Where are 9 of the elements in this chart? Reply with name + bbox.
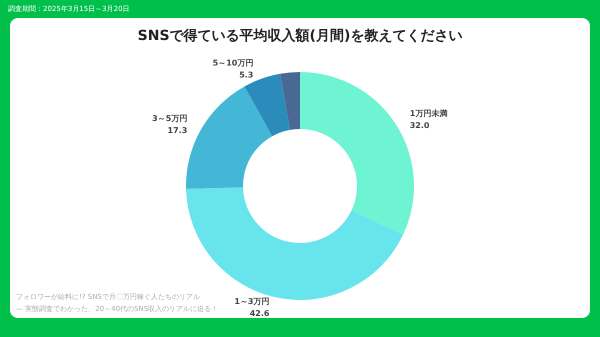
slice-label: 5～10万円 [212, 58, 254, 68]
data-label: 5.3 [239, 70, 254, 80]
slice-label: 3～5万円 [152, 114, 188, 124]
data-label: 32.0 [410, 121, 430, 130]
slice-label: 1～3万円 [234, 296, 270, 306]
data-label: 42.6 [250, 308, 270, 318]
slice-label: 1万円未満 [410, 109, 448, 118]
chart-title: SNSで得ている平均収入額(月間)を教えてください [138, 27, 462, 44]
data-label: 17.3 [168, 126, 188, 136]
